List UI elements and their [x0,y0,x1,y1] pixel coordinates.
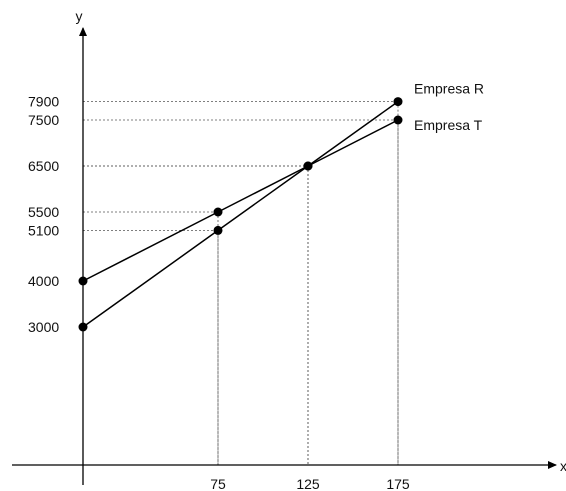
x-tick-label: 75 [210,476,226,491]
y-tick-label: 3000 [28,319,59,335]
x-tick-label: 125 [296,476,320,491]
series-label: Empresa R [414,81,484,97]
data-point [303,161,313,171]
tick-labels: 3000 4000 5100 5500 6500 7500 7900 75 125 175 [28,94,410,491]
data-point [393,97,403,107]
y-tick-label: 5100 [28,222,59,238]
data-point [78,322,88,332]
y-tick-label: 4000 [28,273,59,289]
y-tick-label: 6500 [28,158,59,174]
y-tick-label: 7900 [28,94,59,110]
x-tick-label: 175 [386,476,410,491]
series-line-empresa-r [82,100,399,328]
guide-lines [83,101,399,465]
data-point [213,207,223,217]
series-line-empresa-t [82,119,399,282]
x-axis-label: x [560,458,566,474]
data-point [393,115,403,125]
y-tick-label: 5500 [28,204,59,220]
data-point [78,276,88,286]
y-tick-label: 7500 [28,112,59,128]
series-group: Empresa R Empresa T [78,81,484,332]
y-axis-label: y [76,8,83,24]
series-label: Empresa T [414,117,483,133]
data-point [213,225,223,235]
